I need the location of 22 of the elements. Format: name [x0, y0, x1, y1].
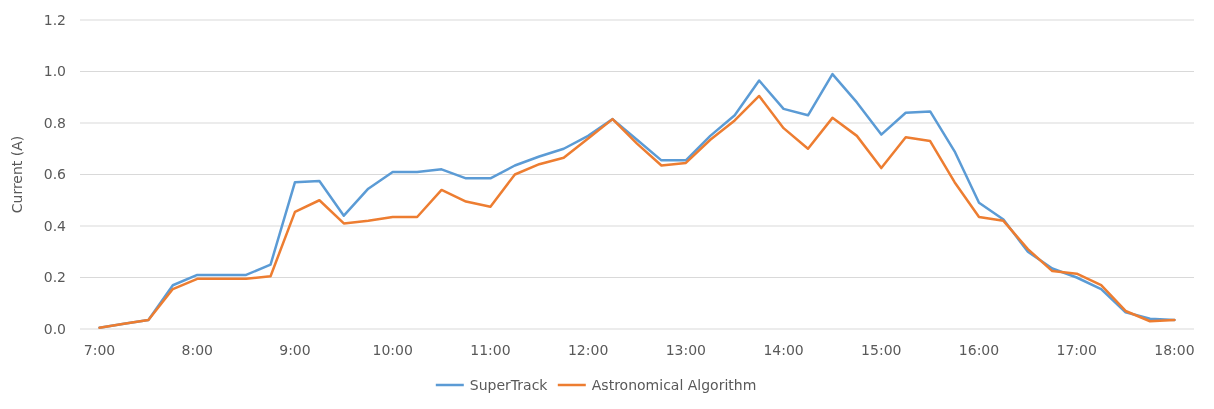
x-tick-label: 14:00: [763, 342, 804, 358]
y-tick-label: 1.2: [43, 11, 66, 28]
x-tick-label: 10:00: [372, 342, 413, 358]
legend-label: Astronomical Algorithm: [591, 376, 757, 393]
x-tick-label: 12:00: [567, 342, 609, 358]
y-tick-label: 0.6: [43, 166, 67, 183]
x-tick-label: 8:00: [181, 342, 213, 358]
x-tick-label: 7:00: [83, 342, 116, 358]
x-tick-label: 17:00: [1056, 342, 1097, 358]
y-tick-label: 0.4: [43, 217, 67, 234]
x-tick-label: 9:00: [279, 342, 311, 358]
y-tick-label: 0.8: [43, 114, 66, 131]
x-tick-label: 16:00: [958, 342, 1000, 358]
y-tick-label: 0.0: [43, 320, 66, 337]
legend-label: SuperTrack: [469, 376, 549, 393]
y-tick-label: 0.2: [43, 269, 66, 286]
x-tick-label: 18:00: [1154, 342, 1195, 358]
y-axis-title: Current (A): [9, 135, 25, 214]
x-tick-label: 13:00: [665, 342, 707, 358]
x-tick-label: 15:00: [861, 342, 902, 358]
y-tick-label: 1.0: [43, 63, 66, 80]
x-tick-label: 11:00: [470, 342, 511, 358]
